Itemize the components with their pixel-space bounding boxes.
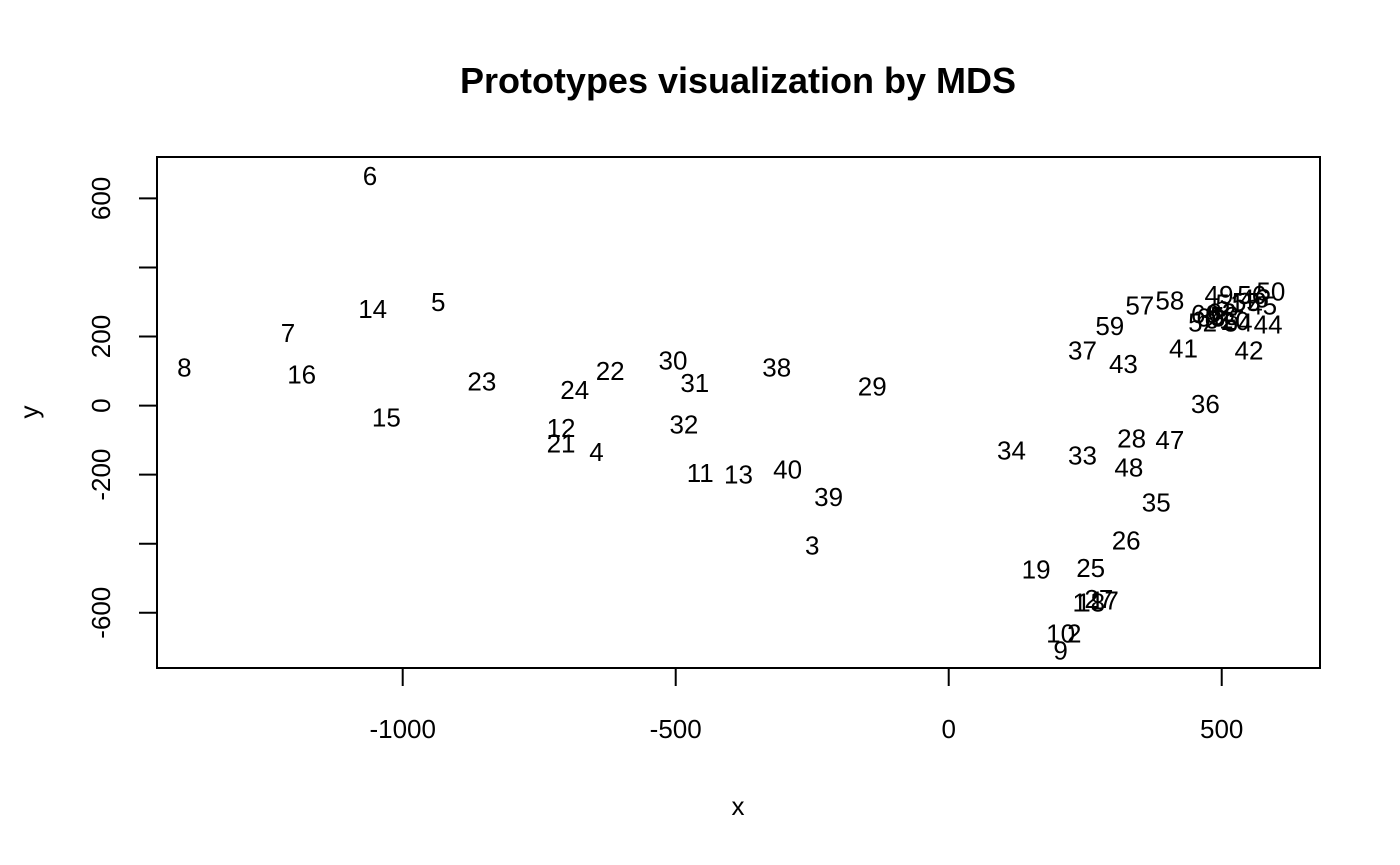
point-label: 21 xyxy=(547,429,576,459)
point-label: 9 xyxy=(1053,636,1067,666)
point-label: 15 xyxy=(372,403,401,433)
point-label: 5 xyxy=(431,287,445,317)
point-label: 16 xyxy=(287,360,316,390)
point-label: 4 xyxy=(589,437,603,467)
point-label: 40 xyxy=(773,454,802,484)
point-label: 49 xyxy=(1205,280,1234,310)
point-label: 59 xyxy=(1095,311,1124,341)
point-label: 54 xyxy=(1224,308,1253,338)
point-label: 20 xyxy=(1221,306,1250,336)
point-label: 13 xyxy=(724,460,753,490)
point-label: 34 xyxy=(997,435,1026,465)
point-label: 45 xyxy=(1248,290,1277,320)
plot-frame xyxy=(156,156,1321,669)
y-tick-label: 600 xyxy=(86,177,116,220)
point-label: 43 xyxy=(1109,349,1138,379)
point-label: 38 xyxy=(762,353,791,383)
point-label: 2 xyxy=(1067,618,1081,648)
point-label: 47 xyxy=(1155,425,1184,455)
point-label: 33 xyxy=(1068,441,1097,471)
point-label: 58 xyxy=(1155,285,1184,315)
point-label: 46 xyxy=(1240,284,1269,314)
point-label: 1 xyxy=(1073,587,1087,617)
point-label: 32 xyxy=(669,410,698,440)
point-label: 39 xyxy=(814,482,843,512)
point-label: 35 xyxy=(1142,487,1171,517)
point-label: 23 xyxy=(467,366,496,396)
point-label: 26 xyxy=(1112,525,1141,555)
point-label: 28 xyxy=(1117,423,1146,453)
y-tick-label: 200 xyxy=(86,315,116,358)
x-axis-title: x xyxy=(732,791,745,821)
point-label: 10 xyxy=(1046,618,1075,648)
x-tick-label: 0 xyxy=(941,714,955,744)
point-label: 60 xyxy=(1191,299,1220,329)
point-label: 61 xyxy=(1205,304,1234,334)
point-label: 51 xyxy=(1215,289,1244,319)
point-label: 37 xyxy=(1068,335,1097,365)
point-label: 19 xyxy=(1022,555,1051,585)
point-label: 14 xyxy=(358,294,387,324)
point-label: 27 xyxy=(1084,584,1113,614)
point-label: 31 xyxy=(680,368,709,398)
chart-title: Prototypes visualization by MDS xyxy=(460,60,1016,101)
y-axis-title: y xyxy=(14,406,44,419)
point-label: 24 xyxy=(560,375,589,405)
point-label: 62 xyxy=(1207,297,1236,327)
x-axis: -1000 -500 0 500 xyxy=(369,667,1243,744)
point-label: 48 xyxy=(1114,453,1143,483)
point-label: 12 xyxy=(547,413,576,443)
point-label: 7 xyxy=(281,318,295,348)
point-label: 44 xyxy=(1254,309,1283,339)
y-tick-label: -200 xyxy=(86,449,116,501)
x-tick-label: -500 xyxy=(650,714,702,744)
y-tick-label: 0 xyxy=(86,398,116,412)
point-label: 42 xyxy=(1235,335,1264,365)
point-label: 41 xyxy=(1169,334,1198,364)
x-tick-label: -1000 xyxy=(369,714,436,744)
point-label: 55 xyxy=(1232,287,1261,317)
point-label: 52 xyxy=(1188,308,1217,338)
point-label: 11 xyxy=(687,458,714,488)
x-tick-label: 500 xyxy=(1200,714,1243,744)
point-label: 29 xyxy=(858,372,887,402)
point-label: 57 xyxy=(1125,290,1154,320)
point-label: 3 xyxy=(805,530,819,560)
point-label: 63 xyxy=(1196,303,1225,333)
point-label: 22 xyxy=(596,356,625,386)
point-label: 56 xyxy=(1237,280,1266,310)
point-label: 25 xyxy=(1076,553,1105,583)
y-axis: -600 -200 0 200 600 xyxy=(86,177,158,639)
point-label: 53 xyxy=(1210,301,1239,331)
point-label: 50 xyxy=(1256,277,1285,307)
point-label: 36 xyxy=(1191,389,1220,419)
point-label: 8 xyxy=(177,353,191,383)
point-label: 30 xyxy=(659,346,688,376)
y-tick-label: -600 xyxy=(86,587,116,639)
point-label: 18 xyxy=(1076,587,1105,617)
point-label: 17 xyxy=(1090,586,1119,616)
point-label: 6 xyxy=(363,161,377,191)
